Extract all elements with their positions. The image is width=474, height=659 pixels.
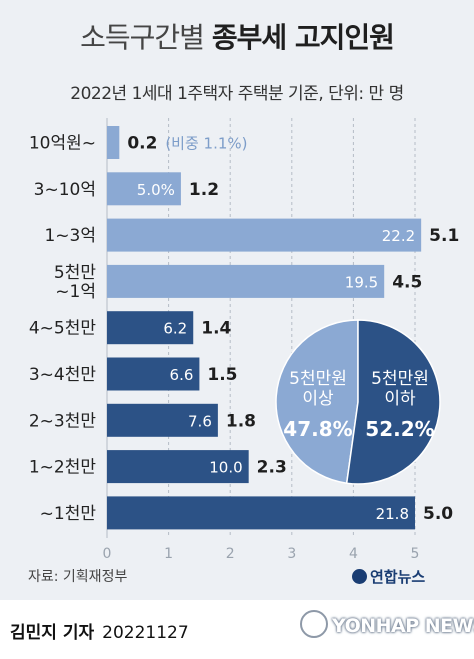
category-label: 3~4천만	[29, 365, 97, 385]
value-label: 1.8	[226, 411, 256, 431]
bar	[107, 357, 200, 391]
chart-title: 소득구간별 종부세 고지인원	[0, 16, 474, 56]
bar	[107, 218, 422, 252]
share-label: 7.6	[188, 412, 212, 430]
category-label: 10억원~	[29, 134, 96, 154]
bar	[107, 126, 120, 159]
x-tick-label: 3	[287, 546, 296, 562]
category-label: 3~10억	[34, 180, 96, 200]
category-label: 2~3천만	[29, 411, 97, 431]
bar	[107, 450, 249, 484]
title-bold: 종부세 고지인원	[211, 21, 395, 54]
bar	[107, 172, 181, 206]
logo-text: 연합뉴스	[370, 568, 426, 586]
infographic-card: 소득구간별 종부세 고지인원 2022년 1세대 1주택자 주택분 기준, 단위…	[0, 0, 474, 600]
bar	[107, 264, 385, 298]
pie-slice-name: 이상	[302, 389, 334, 409]
pie-slice-name: 이하	[384, 389, 416, 409]
share-label: 6.2	[163, 320, 187, 338]
bar-chart: 0 1 2 3 4 5 10억원~ 0.2 (비중 1.1%) 3~10억 5.0% 1.2 1~3억 2…	[29, 118, 459, 562]
category-label: 1~2천만	[29, 458, 97, 478]
footer: 김민지 기자 20221127 YONHAP NEWS	[0, 600, 474, 659]
category-label: ~1억	[55, 282, 96, 302]
share-label: 10.0	[209, 459, 242, 477]
share-label: (비중 1.1%)	[165, 135, 247, 153]
publish-date: 20221127	[102, 623, 189, 643]
value-label: 5.0	[423, 504, 453, 524]
pie-slice-label: 47.8%	[283, 417, 352, 441]
bar	[107, 311, 194, 345]
byline: 김민지 기자 20221127	[10, 618, 189, 643]
value-label: 4.5	[392, 272, 422, 292]
watermark: YONHAP NEWS	[300, 610, 474, 638]
logo-mark-icon	[352, 569, 367, 584]
x-tick-label: 2	[226, 546, 235, 562]
share-label: 22.2	[382, 227, 415, 245]
category-label: 5천만	[54, 263, 96, 283]
x-tick-label: 4	[349, 546, 358, 562]
pie-slice-name: 5천만원	[371, 369, 429, 389]
value-label: 1.5	[207, 365, 237, 385]
reporter-name: 김민지 기자	[10, 623, 95, 643]
source-note: 자료: 기획재정부	[28, 569, 128, 585]
yonhap-logo: 연합뉴스	[352, 566, 425, 587]
x-tick-label: 0	[103, 546, 112, 562]
share-label: 6.6	[170, 366, 194, 384]
x-tick-label: 1	[164, 546, 173, 562]
pie-slice-label: 52.2%	[365, 417, 434, 441]
value-label: 0.2	[127, 134, 157, 154]
value-label: 1.2	[189, 180, 219, 200]
bar	[107, 403, 218, 437]
pie-slice	[275, 319, 359, 485]
category-label: 4~5천만	[29, 319, 97, 339]
category-label: ~1천만	[40, 504, 97, 524]
value-label: 1.4	[201, 319, 231, 339]
title-light: 소득구간별	[80, 21, 205, 54]
value-label: 2.3	[257, 458, 287, 478]
pie-slice-name: 5천만원	[289, 369, 347, 389]
category-label: 1~3억	[44, 226, 96, 246]
chart-subtitle: 2022년 1세대 1주택자 주택분 기준, 단위: 만 명	[70, 84, 404, 104]
share-label: 21.8	[376, 505, 409, 523]
watermark-logo-icon	[300, 610, 328, 638]
value-label: 5.1	[429, 226, 459, 246]
share-label: 5.0%	[137, 181, 175, 199]
x-tick-label: 5	[411, 546, 420, 562]
share-label: 19.5	[345, 273, 378, 291]
pie-slice	[345, 319, 441, 485]
bar	[107, 496, 415, 530]
watermark-text: YONHAP NEWS	[332, 615, 474, 637]
